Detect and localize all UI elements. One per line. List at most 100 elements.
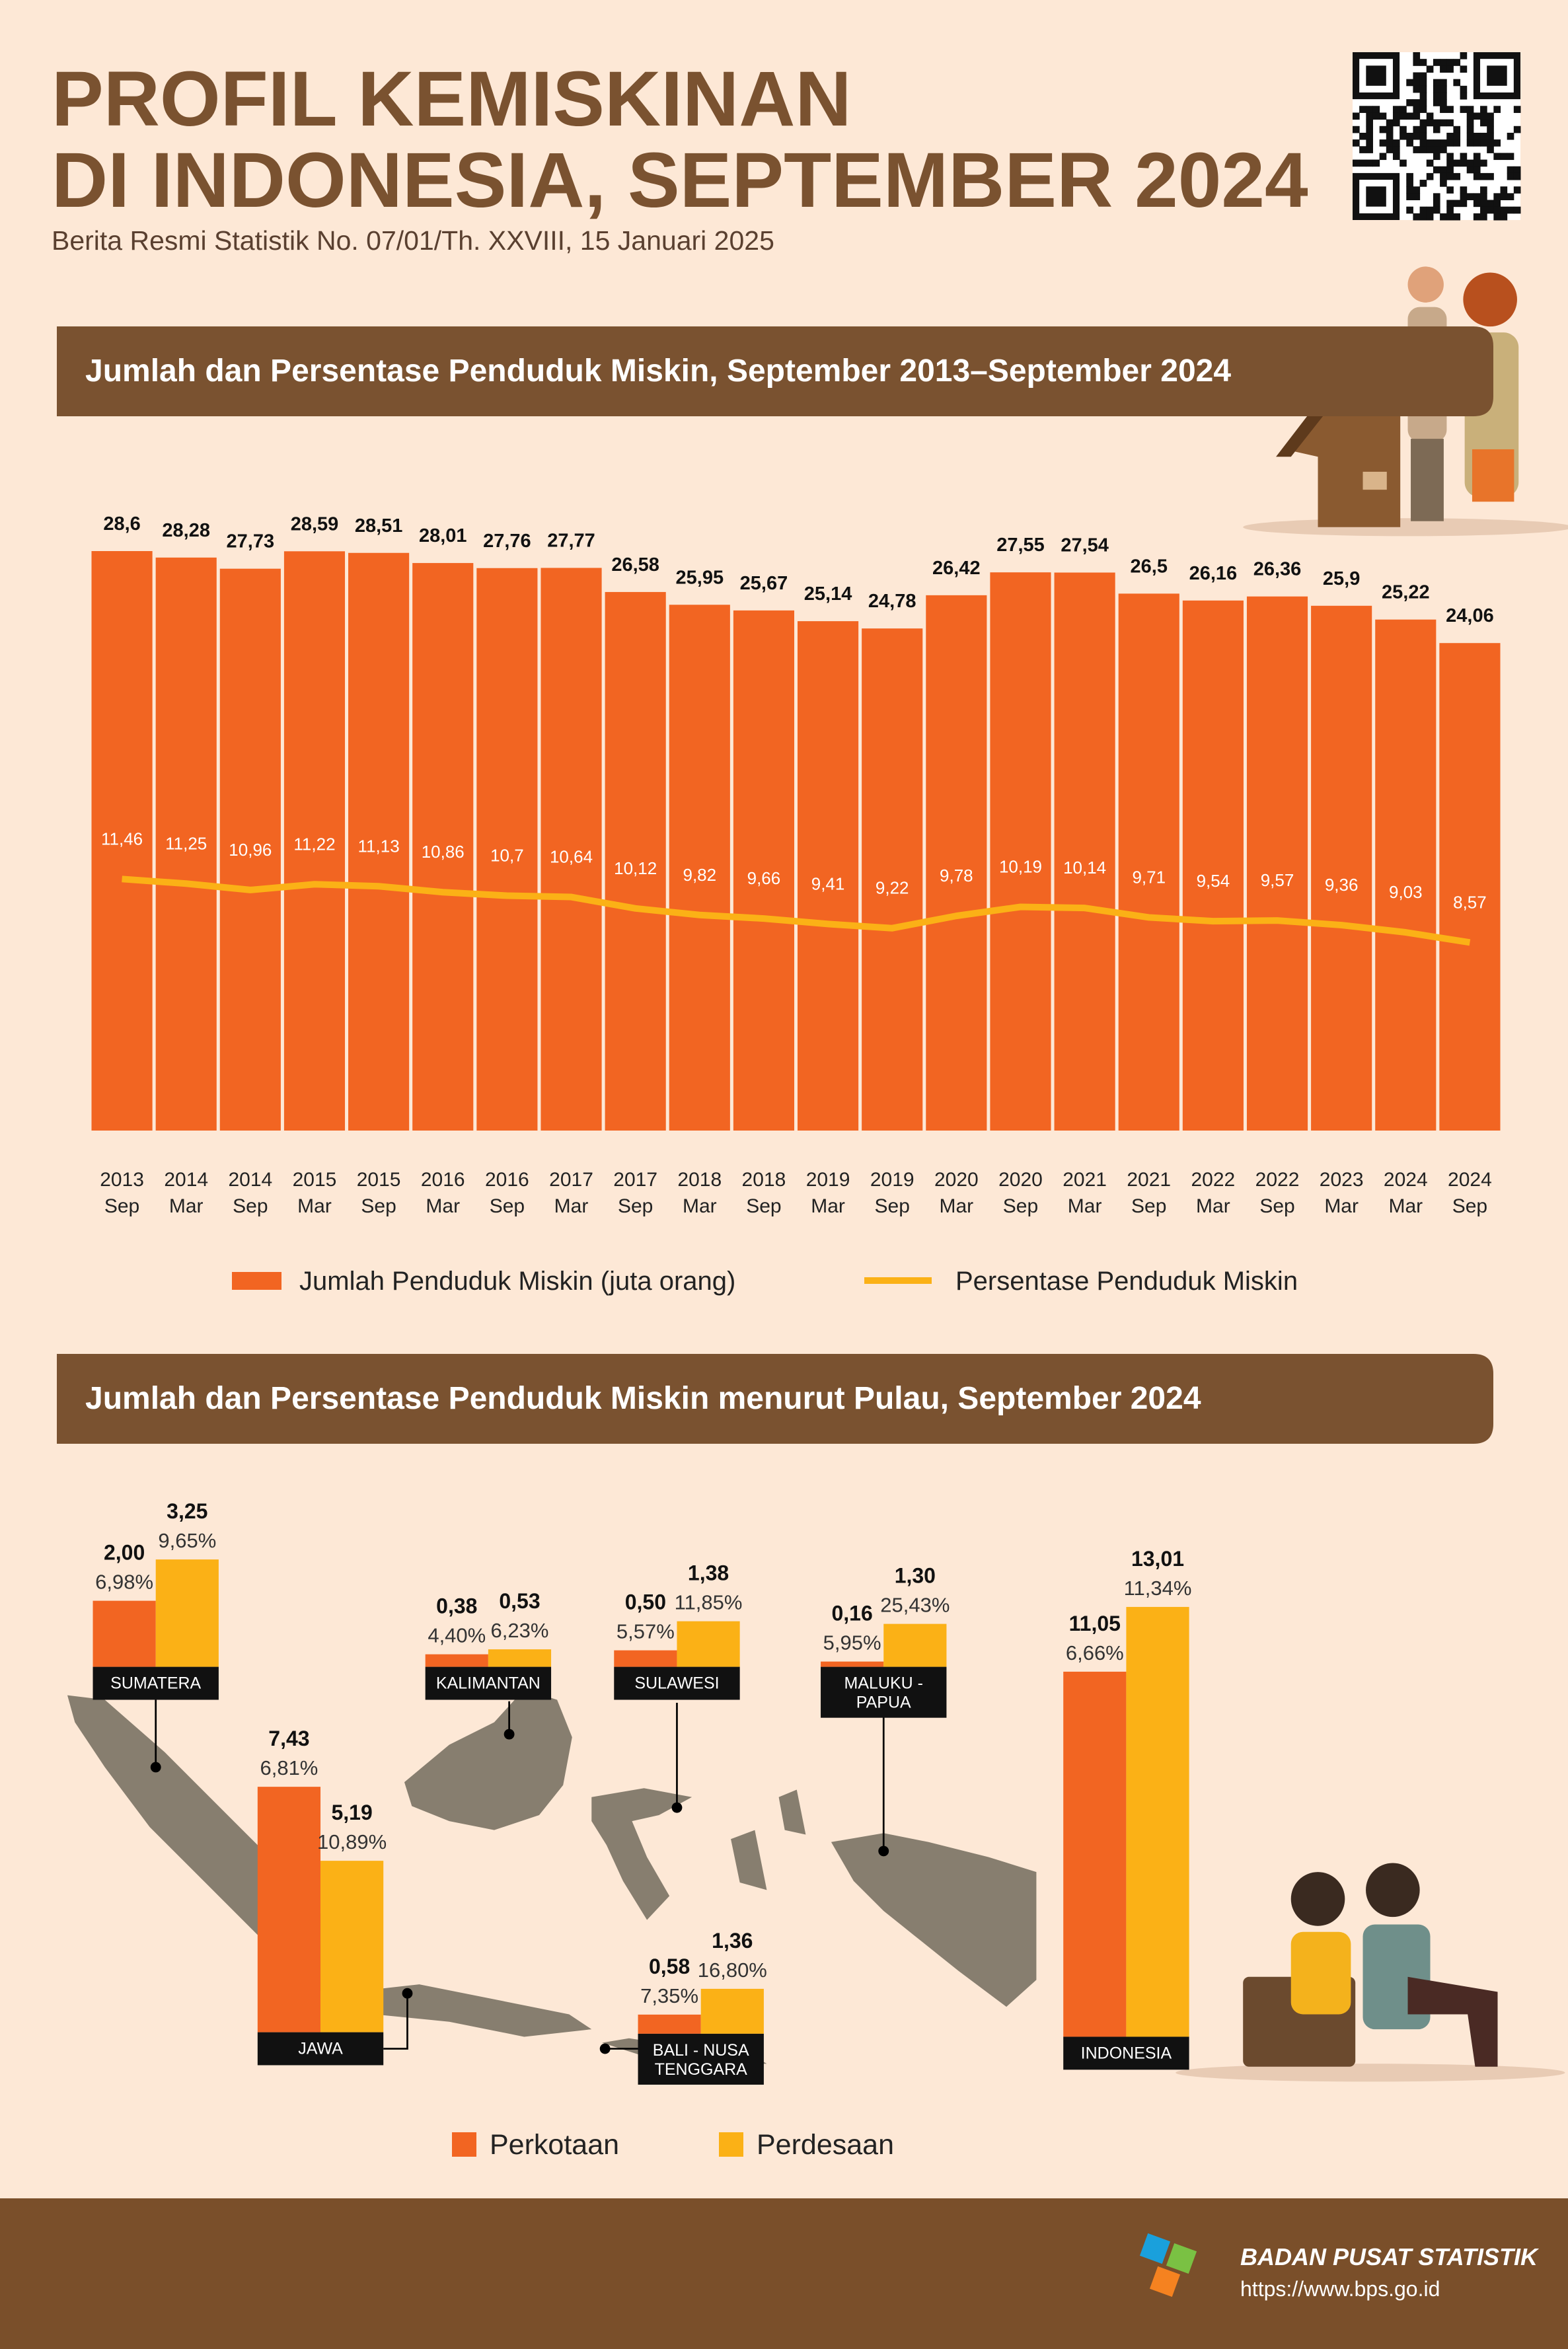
x-tick-line: Mar [811, 1195, 845, 1217]
qr-cell [1500, 186, 1508, 194]
island [831, 1833, 1037, 2007]
bar [425, 1654, 488, 1667]
subtitle: Berita Resmi Statistik No. 07/01/Th. XXV… [52, 225, 774, 256]
bar [605, 591, 666, 1131]
qr-cell [1406, 186, 1413, 194]
category-label: INDONESIA [1081, 2044, 1172, 2062]
qr-cell [1372, 112, 1380, 120]
qr-cell [1466, 132, 1474, 140]
qr-cell [1513, 206, 1521, 214]
qr-cell [1453, 126, 1461, 133]
qr-cell [1413, 72, 1421, 80]
qr-cell [1406, 172, 1413, 180]
x-tick-line: Mar [1196, 1195, 1230, 1217]
x-tick-line: 2024 [1448, 1169, 1492, 1191]
qr-cell [1446, 186, 1454, 194]
bar-label: 24,06 [1446, 605, 1494, 626]
qr-cell [1413, 59, 1421, 66]
qr-cell [1460, 106, 1468, 113]
qr-cell [1413, 132, 1421, 140]
qr-cell [1507, 166, 1514, 174]
qr-cell [1366, 106, 1373, 113]
island [352, 1984, 592, 2037]
qr-cell [1379, 139, 1387, 147]
qr-cell [1426, 159, 1434, 167]
qr-cell [1500, 193, 1508, 201]
qr-cell [1507, 153, 1514, 161]
house [1285, 401, 1401, 527]
x-tick-line: Mar [169, 1195, 204, 1217]
category-box [93, 1666, 219, 1700]
qr-cell [1487, 112, 1494, 120]
category-label: BALI - NUSA [653, 2041, 749, 2060]
qr-code [1353, 52, 1521, 221]
x-tick-line: 2021 [1127, 1169, 1171, 1191]
dot [150, 1762, 161, 1773]
line-label: 11,46 [101, 829, 143, 848]
qr-cell [1446, 206, 1454, 214]
x-tick-label: 2016 Mar [421, 1169, 465, 1217]
qr-cell [1453, 79, 1461, 87]
qr-cell [1366, 132, 1373, 140]
title-line: PROFIL KEMISKINAN [52, 56, 852, 143]
bar-percent-label: 6,23% [491, 1619, 549, 1642]
x-tick-line: 2024 [1384, 1169, 1428, 1191]
category-label: MALUKU - [844, 1674, 923, 1693]
bar [348, 552, 410, 1131]
qr-cell [1473, 112, 1481, 120]
qr-cell [1413, 99, 1421, 106]
pointer [383, 1993, 408, 2050]
category-box [257, 2032, 384, 2066]
qr-cell [1372, 106, 1380, 113]
x-tick-label: 2020 Sep [998, 1169, 1043, 1217]
qr-cell [1433, 59, 1440, 66]
qr-cell [1433, 126, 1440, 133]
qr-cell [1513, 166, 1521, 174]
x-tick-line: 2022 [1191, 1169, 1236, 1191]
category-box [821, 1666, 947, 1718]
x-tick-label: 2019 Sep [870, 1169, 915, 1217]
bar [91, 551, 153, 1131]
qr-cell [1392, 106, 1400, 113]
bar-value-label: 1,30 [895, 1564, 936, 1588]
qr-cell [1392, 153, 1400, 161]
qr-cell [1507, 206, 1514, 214]
qr-cell [1406, 139, 1413, 147]
logo-part [1139, 2233, 1171, 2264]
qr-cell [1426, 112, 1434, 120]
bar [1182, 600, 1244, 1131]
legend-label: Perdesaan [757, 2129, 894, 2161]
island [591, 1788, 692, 1920]
qr-cell [1473, 132, 1481, 140]
qr-cell [1446, 153, 1454, 161]
category-box [1063, 2036, 1189, 2070]
x-tick-line: 2017 [613, 1169, 657, 1191]
bar [412, 563, 474, 1131]
qr-cell [1480, 193, 1487, 201]
line [122, 876, 1471, 946]
legend-label: Persentase Penduduk Miskin [955, 1267, 1298, 1296]
bar-label: 25,22 [1382, 582, 1430, 603]
bar-label: 25,9 [1323, 568, 1360, 589]
bar-percent-label: 11,85% [675, 1591, 743, 1614]
qr-cell [1500, 213, 1508, 221]
illustration [1407, 1976, 1498, 2067]
x-tick-label: 2021 Sep [1127, 1169, 1171, 1217]
bar [990, 572, 1051, 1131]
qr-cell [1453, 172, 1461, 180]
qr-cell [1419, 206, 1427, 214]
island [731, 1830, 767, 1890]
qr-cell [1466, 159, 1474, 167]
qr-cell [1386, 126, 1394, 133]
x-tick-line: 2019 [806, 1169, 850, 1191]
qr-cell [1453, 159, 1461, 167]
qr-cell [1493, 193, 1501, 201]
line-label: 9,22 [876, 878, 909, 898]
section-title: Jumlah dan Persentase Penduduk Miskin me… [85, 1381, 1201, 1416]
qr-cell [1386, 139, 1394, 147]
bar [638, 2014, 701, 2034]
category-box [614, 1666, 740, 1700]
illustration [1290, 1931, 1351, 2015]
bar-value-label: 0,16 [831, 1602, 872, 1625]
bar-label: 28,6 [103, 513, 140, 535]
